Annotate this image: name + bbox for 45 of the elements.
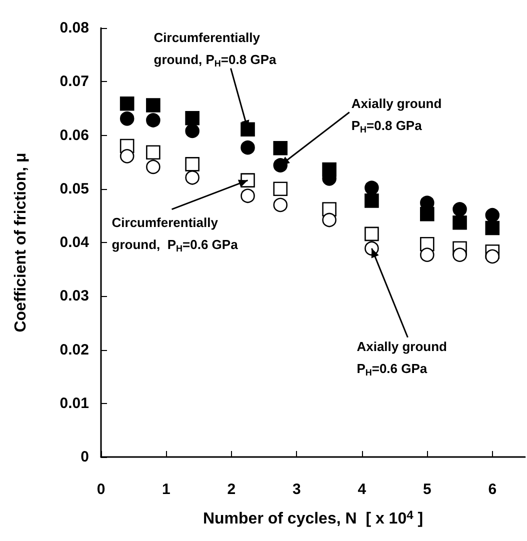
point xyxy=(452,216,467,230)
x-tick-label: 6 xyxy=(488,481,497,498)
point xyxy=(240,188,255,203)
point xyxy=(185,157,200,172)
y-tick-label: 0 xyxy=(80,448,89,466)
x-tick-label: 2 xyxy=(227,481,236,498)
point xyxy=(273,182,288,196)
x-tick-label: 3 xyxy=(292,481,301,498)
point xyxy=(420,248,434,262)
x-tick-label: 4 xyxy=(358,481,367,498)
y-tick-label: 0.07 xyxy=(60,73,89,90)
point xyxy=(364,180,379,195)
y-tick-label: 0.04 xyxy=(60,234,90,251)
point xyxy=(146,113,160,128)
point xyxy=(240,140,255,155)
y-tick-label: 0.02 xyxy=(60,341,89,358)
point xyxy=(185,110,200,126)
point xyxy=(273,140,288,156)
point xyxy=(452,202,467,216)
point xyxy=(146,98,160,112)
point xyxy=(485,249,500,264)
y-tick-label: 0.08 xyxy=(60,20,89,36)
point xyxy=(240,122,255,136)
y-tick-label: 0.03 xyxy=(60,288,89,305)
point xyxy=(322,212,336,228)
point xyxy=(485,220,500,236)
y-tick-label: 0.05 xyxy=(60,180,89,198)
point xyxy=(364,226,379,242)
x-tick-label: 0 xyxy=(96,481,106,498)
x-tick-label: 5 xyxy=(422,481,432,498)
y-tick-label: 0.01 xyxy=(60,394,89,412)
x-tick-label: 1 xyxy=(162,481,170,498)
point xyxy=(146,145,160,160)
point xyxy=(120,111,134,126)
point xyxy=(185,170,200,185)
y-tick-label: 0.06 xyxy=(60,126,89,144)
point xyxy=(364,194,379,208)
point xyxy=(185,124,200,138)
point xyxy=(452,248,467,262)
point xyxy=(485,208,500,222)
point xyxy=(273,198,288,212)
point xyxy=(120,149,134,164)
point xyxy=(120,96,134,111)
point xyxy=(146,160,160,174)
y-axis-title: Coefficient of friction, μ xyxy=(12,152,30,332)
